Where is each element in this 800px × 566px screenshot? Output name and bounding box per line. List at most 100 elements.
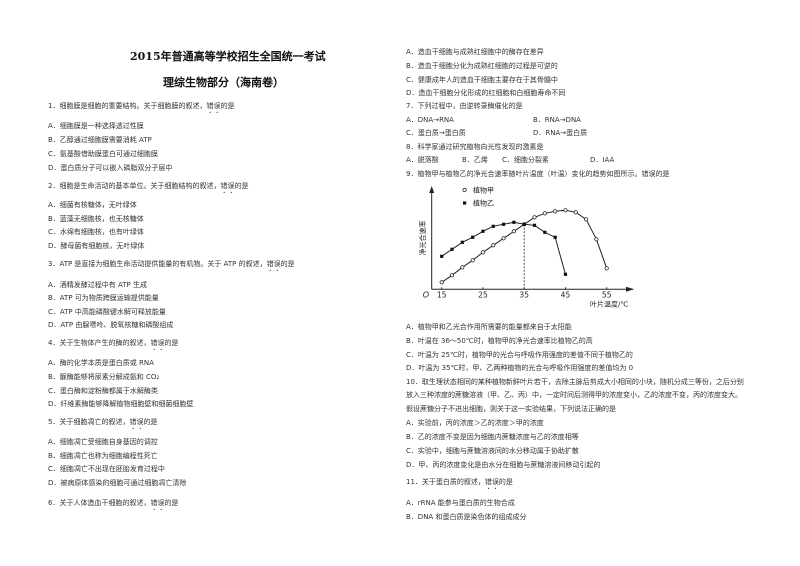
data-point bbox=[553, 235, 557, 239]
x-axis-label: 叶片温度/℃ bbox=[590, 299, 628, 308]
data-point bbox=[501, 236, 506, 241]
data-point bbox=[532, 223, 537, 227]
answer-option: C．氨基酸借助膜蛋白可通过细胞膜 bbox=[48, 150, 158, 158]
answer-option: D．被病原体感染的细胞可通过细胞凋亡清除 bbox=[48, 479, 187, 487]
question-text: 的是 bbox=[234, 182, 249, 190]
question-text: 的是 bbox=[143, 418, 158, 426]
data-point bbox=[573, 210, 578, 215]
question-stem: 4．关于生物体产生的酶的叙述，错误的是 bbox=[48, 337, 178, 352]
emphasized-word: 错误 bbox=[150, 499, 165, 507]
question-stem: 7．下列过程中，由逆转录酶催化的是 bbox=[406, 100, 522, 112]
data-point bbox=[491, 224, 495, 228]
page-title: 2015年普通高等学校招生全国统一考试 bbox=[130, 50, 326, 63]
answer-option: B．造血干细胞分化为成熟红细胞的过程是可逆的 bbox=[406, 62, 558, 70]
data-point bbox=[481, 229, 485, 233]
answer-option: B．蓝藻无细胞核，也无核糖体 bbox=[48, 215, 144, 223]
question-text: 的是 bbox=[164, 339, 179, 347]
answer-option: A．细胞膜是一种选择透过性膜 bbox=[48, 122, 144, 130]
question-text: 8．科学家通过研究植物向光性发现的激素是 bbox=[406, 143, 544, 151]
y-axis-arrow bbox=[429, 186, 435, 193]
data-point bbox=[439, 280, 444, 285]
data-point bbox=[501, 222, 506, 226]
answer-option: A．DNA→RNA bbox=[406, 116, 454, 124]
data-point bbox=[440, 254, 444, 258]
answer-option: D．酵母菌有细胞核，无叶绿体 bbox=[48, 242, 145, 250]
question-text: 1．细胞膜是细胞的重要结构。关于细胞膜的叙述， bbox=[48, 102, 207, 110]
data-point bbox=[480, 250, 486, 255]
answer-option: C．叶温为 25℃时，植物甲的光合与呼吸作用强度的差值不同于植物乙的 bbox=[406, 351, 633, 359]
data-point bbox=[450, 247, 454, 251]
answer-option: D．ATP 由腺嘌呤、脱氧核糖和磷酸组成 bbox=[48, 321, 174, 329]
x-tick-label: 55 bbox=[602, 290, 612, 299]
question-text: 6．关于人体造血干细胞的叙述， bbox=[48, 499, 151, 507]
question-text: 的是 bbox=[498, 478, 513, 486]
answer-option: D．蛋白质分子可以嵌入磷脂双分子层中 bbox=[48, 164, 173, 172]
answer-option: A．细胞凋亡受细胞自身基因的调控 bbox=[48, 438, 158, 446]
question-stem: 9．植物甲与植物乙的净光合速率随叶片温度（叶温）变化的趋势如图所示。错误的是 bbox=[406, 168, 669, 180]
data-point bbox=[604, 266, 609, 271]
answer-option: B．乙烯 bbox=[462, 156, 488, 164]
data-point bbox=[594, 237, 599, 242]
emphasized-word: 错误 bbox=[206, 102, 221, 110]
answer-option: A．rRNA 能参与蛋白质的生物合成 bbox=[406, 499, 515, 507]
answer-option: C．实验中，细胞与蔗糖溶液间的水分移动属于协助扩散 bbox=[406, 447, 579, 455]
origin-label: O bbox=[423, 290, 429, 299]
x-tick-label: 25 bbox=[478, 290, 488, 299]
answer-option: B．叶温在 36～50℃时，植物甲的净光合速率比植物乙的高 bbox=[406, 337, 593, 345]
answer-option: C．水绵有细胞核，也有叶绿体 bbox=[48, 228, 144, 236]
legend-label: 植物甲 bbox=[473, 186, 494, 195]
question-text: 10．取生理状态相同的某种植物新鲜叶片若干，去除主脉后剪成大小相同的小块，随机分… bbox=[406, 378, 744, 386]
answer-option: D．造血干细胞分化形成的红细胞和白细胞寿命不同 bbox=[406, 89, 566, 97]
answer-option: A．实验前，丙的浓度＞乙的浓度＞甲的浓度 bbox=[406, 419, 544, 427]
answer-option: D．甲、丙的浓度变化是由水分在细胞与蔗糖溶液间移动引起的 bbox=[406, 461, 601, 469]
answer-option: C．细胞凋亡不出现在胚胎发育过程中 bbox=[48, 465, 165, 473]
data-point bbox=[449, 273, 455, 278]
data-point bbox=[532, 215, 537, 220]
data-point bbox=[563, 208, 568, 213]
data-point bbox=[460, 240, 464, 244]
answer-option: C．细胞分裂素 bbox=[502, 156, 549, 164]
answer-option: B．脲酶能够将尿素分解成氨和 CO₂ bbox=[48, 373, 160, 381]
answer-option: B．RNA→DNA bbox=[533, 116, 581, 124]
data-point bbox=[491, 243, 496, 248]
data-point bbox=[583, 217, 589, 222]
answer-option: D．叶温为 35℃时，甲、乙两种植物的光合与呼吸作用强度的差值均为 0 bbox=[406, 364, 634, 372]
legend-marker bbox=[463, 201, 467, 205]
emphasized-word: 错误 bbox=[266, 260, 281, 268]
answer-option: A．植物甲和乙光合作用所需要的能量都来自于太阳能 bbox=[406, 323, 572, 331]
emphasized-word: 错误 bbox=[150, 339, 165, 347]
question-text: 放入三种浓度的蔗糖溶液（甲、乙、丙）中，一定时间后测得甲的浓度变小，乙的浓度不变… bbox=[406, 391, 742, 399]
question-text: 的是 bbox=[280, 260, 295, 268]
question-text: 3．ATP 是直接为细胞生命活动提供能量的有机物。关于 ATP 的叙述， bbox=[48, 260, 267, 268]
question-stem: 11．关于蛋白质的叙述，错误的是 bbox=[406, 476, 513, 491]
answer-option: B．细胞凋亡也称为细胞编程性死亡 bbox=[48, 452, 158, 460]
data-point bbox=[542, 211, 547, 216]
question-text: 假设蔗糖分子不进出细胞，则关于这一实验结果，下列说法正确的是 bbox=[406, 405, 616, 413]
data-point bbox=[511, 229, 516, 234]
answer-option: A．酶的化学本质是蛋白质或 RNA bbox=[48, 359, 154, 367]
question-stem: 2．细胞是生命活动的基本单位。关于细胞结构的叙述，错误的是 bbox=[48, 180, 248, 195]
emphasized-word: 错误 bbox=[129, 418, 144, 426]
emphasized-word: 错误 bbox=[484, 478, 499, 486]
answer-option: A．脱落酸 bbox=[406, 156, 439, 164]
x-axis-arrow bbox=[626, 286, 634, 292]
question-text: 9．植物甲与植物乙的净光合速率随叶片温度（叶温）变化的趋势如图所示。错误的是 bbox=[406, 170, 670, 178]
question-stem: 8．科学家通过研究植物向光性发现的激素是 bbox=[406, 141, 543, 153]
question-stem: 1．细胞膜是细胞的重要结构。关于细胞膜的叙述，错误的是 bbox=[48, 100, 234, 115]
series-line-yi bbox=[441, 221, 566, 275]
question-text: 的是 bbox=[220, 102, 235, 110]
answer-option: A．细菌有核糖体，无叶绿体 bbox=[48, 201, 137, 209]
answer-option: B．乙醇通过细胞膜需要消耗 ATP bbox=[48, 136, 152, 144]
x-tick-label: 35 bbox=[519, 290, 529, 299]
data-point bbox=[512, 220, 516, 224]
question-stem: 3．ATP 是直接为细胞生命活动提供能量的有机物。关于 ATP 的叙述，错误的是 bbox=[48, 258, 295, 273]
data-point bbox=[470, 258, 475, 263]
question-text: 11．关于蛋白质的叙述， bbox=[406, 478, 485, 486]
legend-marker bbox=[462, 187, 467, 193]
y-axis-label: 净光合速率 bbox=[418, 221, 427, 256]
emphasized-word: 错误 bbox=[220, 182, 235, 190]
data-point bbox=[460, 265, 465, 270]
answer-option: D．RNA→蛋白质 bbox=[533, 129, 588, 137]
answer-option: B．乙的浓度不变是因为细胞内蔗糖浓度与乙的浓度相等 bbox=[406, 433, 579, 441]
x-tick-label: 45 bbox=[561, 290, 571, 299]
